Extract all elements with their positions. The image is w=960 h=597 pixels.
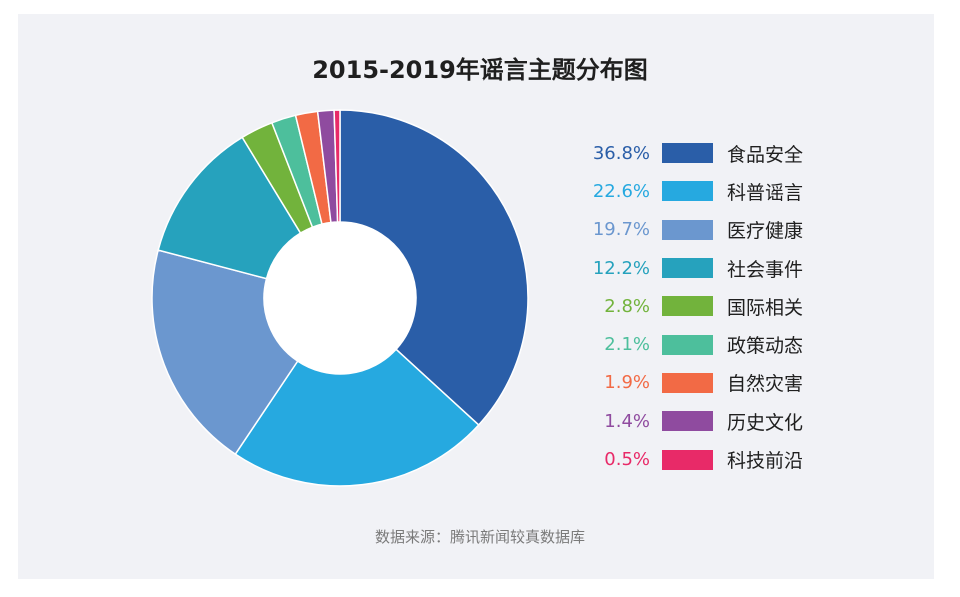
legend-swatch xyxy=(662,143,713,164)
legend-percent: 1.4% xyxy=(604,410,650,432)
legend-percent: 2.8% xyxy=(604,295,650,317)
legend-percent: 36.8% xyxy=(592,142,650,164)
legend-swatch xyxy=(662,181,713,202)
donut-hole xyxy=(264,222,416,374)
legend-label: 科普谣言 xyxy=(727,181,804,204)
legend-label: 医疗健康 xyxy=(727,220,804,243)
legend-item: 2.1% 政策动态 xyxy=(570,325,803,363)
legend-label: 自然灾害 xyxy=(727,373,804,396)
legend-label: 食品安全 xyxy=(727,143,804,166)
legend-swatch xyxy=(662,411,713,432)
legend-item: 2.8% 国际相关 xyxy=(570,287,803,325)
legend-item: 0.5% 科技前沿 xyxy=(570,440,803,478)
legend-item: 1.4% 历史文化 xyxy=(570,402,803,440)
legend-swatch xyxy=(662,334,713,355)
chart-legend: 36.8% 食品安全 22.6% 科普谣言 19.7% 医疗健康 12.2% 社会事件 2.8%… xyxy=(570,134,803,479)
legend-percent: 1.9% xyxy=(604,372,650,394)
legend-percent: 2.1% xyxy=(604,334,650,356)
legend-item: 12.2% 社会事件 xyxy=(570,249,803,287)
legend-label: 社会事件 xyxy=(727,258,804,281)
legend-swatch xyxy=(662,258,713,279)
legend-label: 政策动态 xyxy=(727,335,804,358)
legend-swatch xyxy=(662,449,713,470)
legend-label: 科技前沿 xyxy=(727,450,804,473)
legend-item: 22.6% 科普谣言 xyxy=(570,172,803,210)
legend-label: 历史文化 xyxy=(727,411,804,434)
donut-chart xyxy=(151,109,529,487)
legend-swatch xyxy=(662,296,713,317)
legend-swatch xyxy=(662,372,713,393)
legend-item: 36.8% 食品安全 xyxy=(570,134,803,172)
legend-swatch xyxy=(662,219,713,240)
legend-label: 国际相关 xyxy=(727,296,804,319)
chart-title: 2015-2019年谣言主题分布图 xyxy=(312,56,648,84)
legend-percent: 12.2% xyxy=(592,257,650,279)
source-note: 数据来源：腾讯新闻较真数据库 xyxy=(374,528,585,546)
legend-item: 1.9% 自然灾害 xyxy=(570,364,803,402)
legend-item: 19.7% 医疗健康 xyxy=(570,211,803,249)
legend-percent: 22.6% xyxy=(592,180,650,202)
legend-percent: 19.7% xyxy=(592,219,650,241)
legend-percent: 0.5% xyxy=(604,449,650,471)
